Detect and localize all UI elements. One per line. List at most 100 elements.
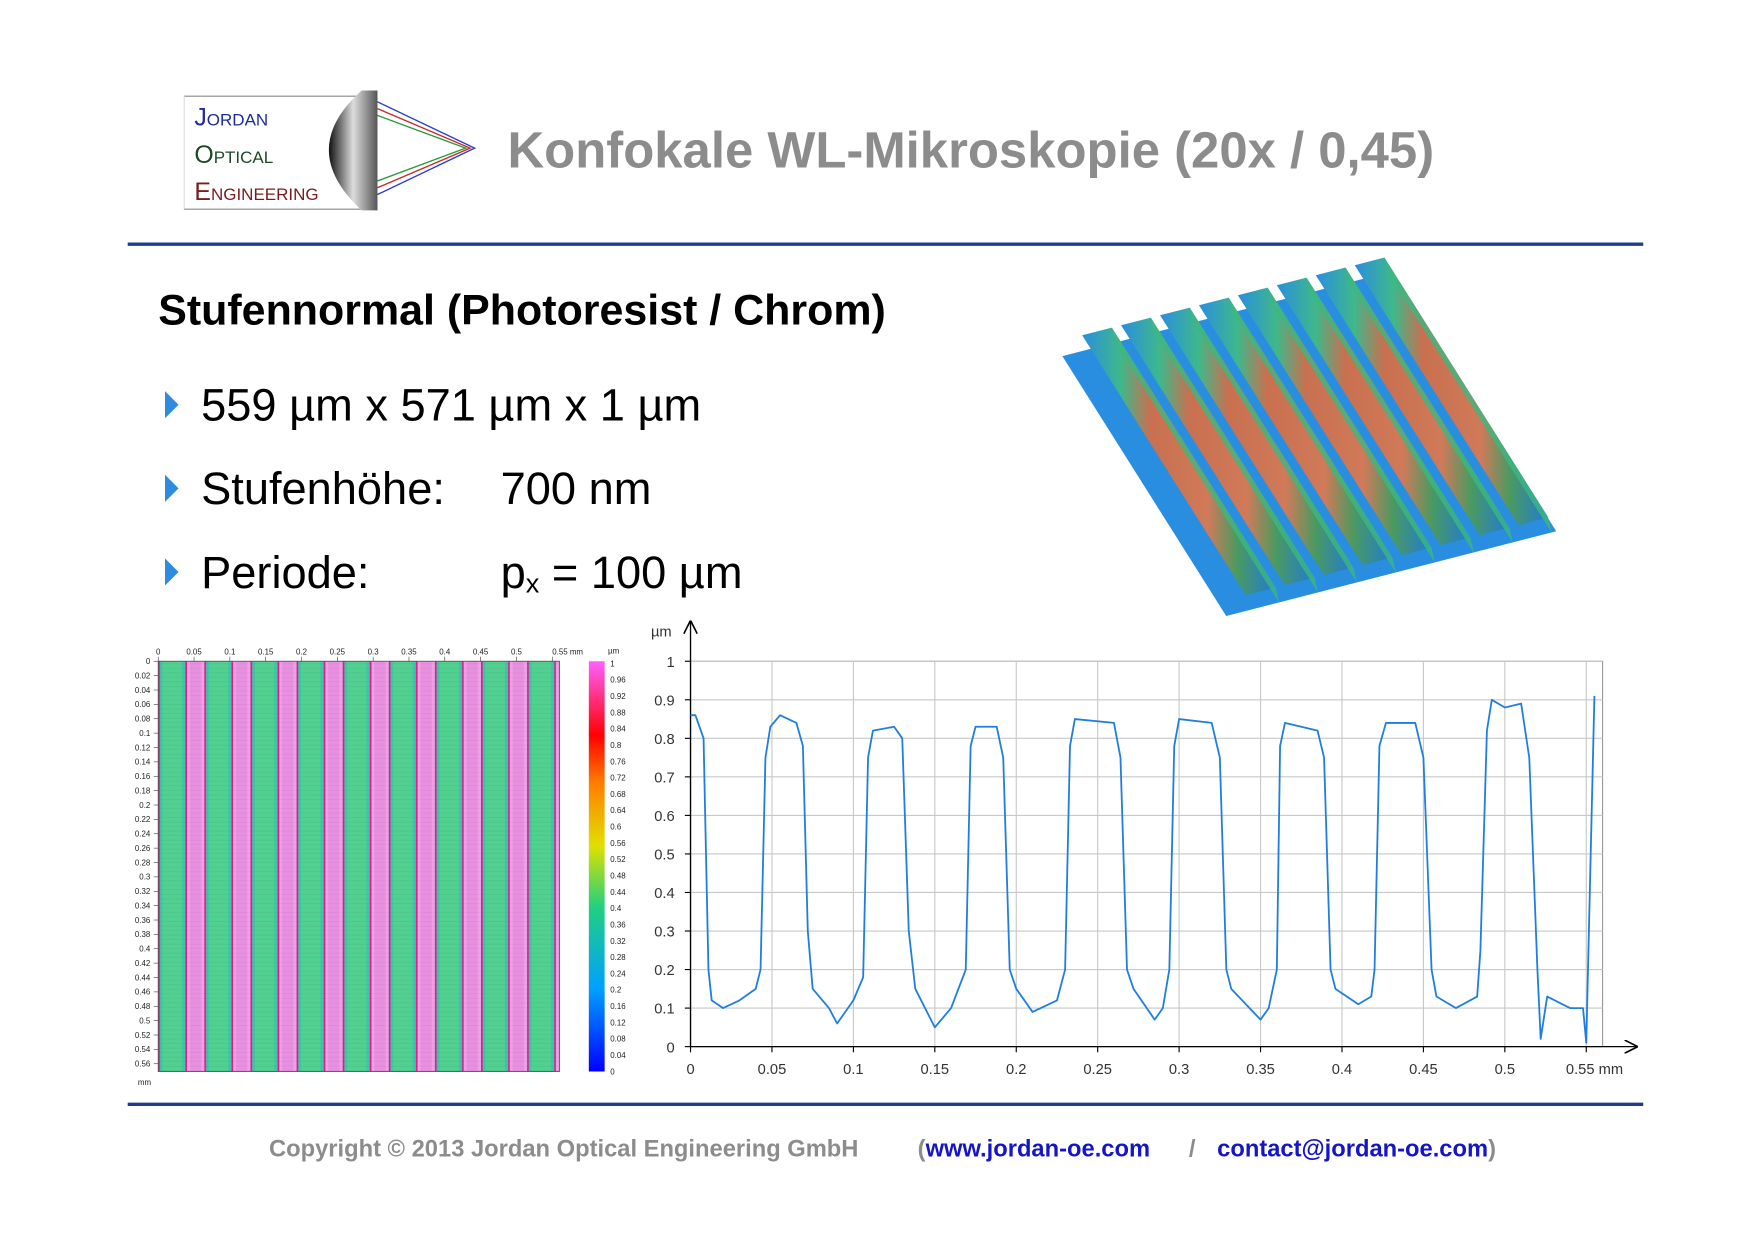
x-tick-label: 0.55 mm <box>1566 1062 1623 1078</box>
colorbar-label: 0.88 <box>610 708 626 717</box>
bullet-label: Stufenhöhe: <box>201 463 445 514</box>
colorbar-label: 0.24 <box>610 969 626 978</box>
y-tick-label: 0.2 <box>654 963 674 979</box>
paren: ( <box>918 1136 926 1162</box>
email-link[interactable]: contact@jordan-oe.com <box>1217 1136 1488 1162</box>
colorbar-label: 1 <box>610 659 615 668</box>
y-tick-label: 0.34 <box>135 901 151 910</box>
value-subscript: x <box>526 567 540 598</box>
value-main: p <box>501 547 526 598</box>
x-tick-label: 0.3 <box>368 647 380 656</box>
x-tick-label: 0.3 <box>1169 1062 1189 1078</box>
y-tick-label: 0.38 <box>135 930 151 939</box>
y-tick-label: 0.1 <box>139 729 151 738</box>
x-tick-label: 0.35 <box>401 647 417 656</box>
colorbar-label: 0.56 <box>610 839 626 848</box>
surface-ridge <box>1315 267 1510 536</box>
y-tick-label: 0.8 <box>654 732 674 748</box>
logo-lens <box>328 90 378 211</box>
x-tick-label: 0.4 <box>1332 1062 1352 1078</box>
y-tick-label: 0.4 <box>654 886 674 902</box>
colorbar-label: 0.92 <box>610 692 625 701</box>
profile-line <box>690 695 1596 1044</box>
y-tick-label: 0.5 <box>654 848 674 864</box>
logo-ray <box>377 101 477 196</box>
logo: Jordan Optical Engineering <box>183 90 477 211</box>
y-tick-label: 0 <box>667 1040 675 1056</box>
colorbar-label: 0.12 <box>610 1018 625 1027</box>
x-tick-label: 0.55 mm <box>552 647 583 656</box>
section-title: Stufennormal (Photoresist / Chrom) <box>158 286 886 334</box>
y-tick-label: 0.3 <box>139 873 151 882</box>
x-tick-label: 0.05 <box>186 647 202 656</box>
surface-ridge-side <box>1150 317 1318 593</box>
surface-ridge-side <box>1384 257 1552 533</box>
y-tick-label: 0.42 <box>135 959 150 968</box>
bullet-label: Periode: <box>201 547 369 598</box>
y-tick-label: 0.5 <box>139 1016 151 1025</box>
x-tick-label: 0.5 <box>1495 1062 1515 1078</box>
y-tick-label: 0.22 <box>135 815 150 824</box>
y-tick-label: 0.16 <box>135 772 151 781</box>
x-tick-label: 0 <box>156 647 161 656</box>
colorbar-label: 0.52 <box>610 855 625 864</box>
surface-ridge <box>1237 287 1432 556</box>
y-tick-label: 0.3 <box>654 925 674 941</box>
y-tick-label: 0.7 <box>654 771 674 787</box>
colorbar-label: 0.16 <box>610 1002 626 1011</box>
colorbar-unit: µm <box>608 646 620 655</box>
heatmap: 0 0.05 0.1 0.15 0.2 0.25 0.3 0.35 0.4 0.45 0.5 0.55… <box>135 646 626 1087</box>
y-tick-label: 0 <box>146 657 151 666</box>
paren: ) <box>1488 1136 1496 1162</box>
y-tick-label: 0.1 <box>654 1002 674 1018</box>
x-tick-label: 0.45 <box>473 647 489 656</box>
y-tick-label: 0.14 <box>135 758 151 767</box>
colorbar-label: 0.44 <box>610 888 626 897</box>
surface-ridge-side <box>1267 287 1435 563</box>
bullet-icon <box>165 558 179 586</box>
x-tick-label: 0.1 <box>224 647 236 656</box>
footer: Copyright © 2013 Jordan Optical Engineer… <box>269 1136 1496 1162</box>
colorbar-label: 0.48 <box>610 871 626 880</box>
y-tick-label: 0.28 <box>135 858 151 867</box>
colorbar-label: 0.2 <box>610 986 621 995</box>
y-tick-label: 0.24 <box>135 830 151 839</box>
colorbar-label: 0.04 <box>610 1051 626 1060</box>
y-unit: mm <box>138 1078 152 1087</box>
x-tick-label: 0 <box>686 1062 694 1078</box>
x-tick-label: 0.2 <box>296 647 307 656</box>
x-tick-label: 0.2 <box>1006 1062 1026 1078</box>
y-tick-label: 0.52 <box>135 1031 150 1040</box>
x-tick-label: 0.15 <box>258 647 274 656</box>
y-tick-label: 1 <box>667 655 675 671</box>
y-tick-label: 0.08 <box>135 715 151 724</box>
colorbar-label: 0.64 <box>610 806 626 815</box>
surface-ridge-side <box>1306 277 1474 553</box>
logo-ray <box>377 107 472 189</box>
surface-render <box>1062 257 1557 617</box>
logo-text: Engineering <box>194 178 318 206</box>
colorbar-label: 0.68 <box>610 790 626 799</box>
x-tick-label: 0.25 <box>1083 1062 1112 1078</box>
bullet-value: px = 100 µm <box>501 547 743 599</box>
value-rest: = 100 µm <box>539 547 742 598</box>
colorbar-label: 0.72 <box>610 774 625 783</box>
website-link[interactable]: www.jordan-oe.com <box>925 1136 1150 1162</box>
x-tick-label: 0.5 <box>511 647 523 656</box>
y-tick-label: 0.4 <box>139 945 151 954</box>
colorbar-label: 0.6 <box>610 823 622 832</box>
y-tick-label: 0.56 <box>135 1060 151 1069</box>
surface-ridge <box>1121 317 1315 586</box>
y-tick-label: 0.48 <box>135 1002 151 1011</box>
y-tick-label: 0.36 <box>135 916 151 925</box>
surface-ridge-side <box>1345 267 1513 543</box>
y-tick-label: 0.12 <box>135 743 150 752</box>
x-tick-label: 0.1 <box>843 1062 863 1078</box>
x-tick-label: 0.25 <box>330 647 346 656</box>
bullet-text: 559 µm x 571 µm x 1 µm <box>201 380 701 431</box>
y-tick-label: 0.02 <box>135 671 150 680</box>
bullet-value: 700 nm <box>501 463 652 514</box>
colorbar <box>588 661 605 1072</box>
colorbar-label: 0.4 <box>610 904 622 913</box>
y-tick-label: 0.26 <box>135 844 151 853</box>
